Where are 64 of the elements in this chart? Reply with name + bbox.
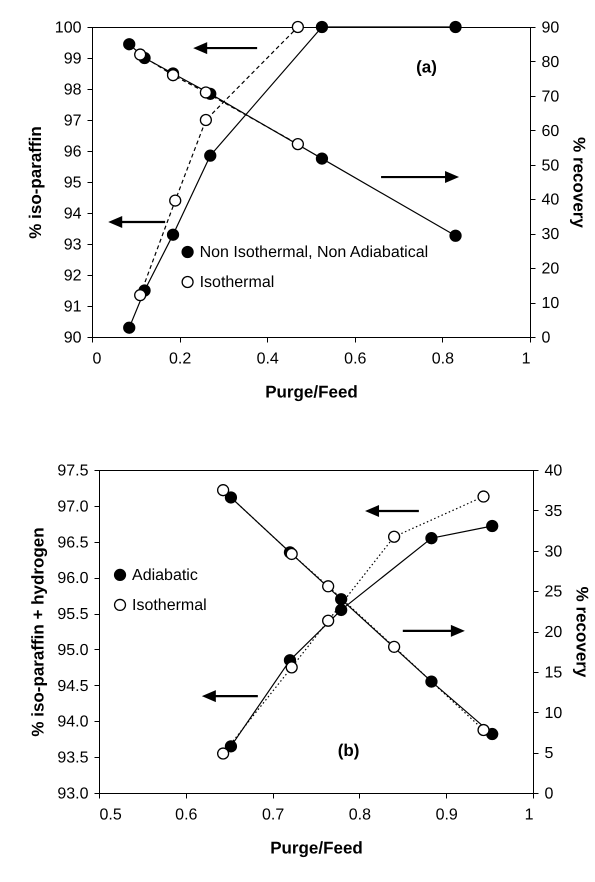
x-axis-title: Purge/Feed <box>270 838 363 858</box>
x-tick-label: 0 <box>92 350 102 368</box>
y2-tick-label: 80 <box>542 54 560 71</box>
x-tick-label: 0.6 <box>344 350 367 368</box>
x-tick-label: 0.6 <box>175 806 198 824</box>
y2-tick-label: 50 <box>542 157 560 174</box>
y2-tick-label: 5 <box>544 745 554 762</box>
y-tick-label: 96.5 <box>57 534 89 552</box>
y-tick-label: 99 <box>64 50 82 68</box>
y-tick-label: 98 <box>64 82 82 98</box>
x-tick-label: 0.8 <box>432 350 454 368</box>
y2-tick-label: 15 <box>544 664 562 682</box>
x-tick-label: 1 <box>522 350 531 368</box>
y-tick-label: 95.0 <box>57 642 89 659</box>
y-tick-label: 96 <box>64 144 82 160</box>
y2-tick-label: 40 <box>544 462 562 480</box>
y-tick-label: 100 <box>54 20 82 36</box>
y2-tick-label: 35 <box>544 502 562 520</box>
legend-label: Non Isothermal, Non Adiabatical <box>200 244 428 261</box>
x-tick-label: 0.5 <box>100 806 122 824</box>
y-tick-label: 90 <box>64 330 82 346</box>
y2-tick-label: 30 <box>544 543 562 560</box>
annotation: (b) <box>338 741 360 760</box>
y2-tick-label: 10 <box>542 295 560 312</box>
y-tick-label: 93.0 <box>57 786 89 802</box>
x-tick-label: 1 <box>524 806 534 824</box>
y-tick-label: 95.5 <box>57 606 89 624</box>
legend-label: Isothermal <box>200 274 274 291</box>
y2-tick-label: 20 <box>544 624 562 641</box>
legend-label: Adiabatic <box>132 566 198 584</box>
y2-tick-label: 30 <box>542 226 560 244</box>
x-tick-label: 0.2 <box>168 350 192 368</box>
y-tick-label: 93 <box>64 236 82 254</box>
x-tick-label: 0.8 <box>348 806 372 824</box>
y2-tick-label: 25 <box>544 584 562 601</box>
y2-tick-label: 60 <box>542 122 560 140</box>
y-tick-label: 96.0 <box>57 570 89 588</box>
y-axis-title: % iso-paraffin <box>26 126 45 239</box>
y2-tick-label: 40 <box>542 192 560 209</box>
y-tick-label: 95 <box>64 174 82 192</box>
y2-tick-label: 90 <box>542 20 560 36</box>
x-tick-label: 0.9 <box>436 806 458 824</box>
y-tick-label: 93.5 <box>57 750 89 767</box>
legend-label: Isothermal <box>132 596 207 614</box>
y-tick-label: 92 <box>64 268 82 284</box>
x-tick-label: 0.4 <box>256 350 279 368</box>
y2-tick-label: 0 <box>544 786 554 802</box>
y-tick-label: 97.0 <box>57 498 89 516</box>
annotation: (a) <box>416 57 437 76</box>
y-tick-label: 91 <box>64 298 82 316</box>
y2-axis-title: % recovery <box>572 586 592 678</box>
y2-tick-label: 70 <box>542 88 560 106</box>
y-tick-label: 97 <box>64 112 82 130</box>
y2-tick-label: 20 <box>542 260 560 278</box>
y2-axis-title: % recovery <box>569 137 588 228</box>
y2-tick-label: 0 <box>542 330 550 346</box>
y-tick-label: 94.0 <box>57 714 89 731</box>
y-tick-label: 97.5 <box>57 462 89 480</box>
y-axis-title: % iso-paraffin + hydrogen <box>28 527 48 737</box>
x-tick-label: 0.7 <box>262 806 284 824</box>
x-axis-title: Purge/Feed <box>265 382 358 402</box>
y2-tick-label: 10 <box>544 704 562 722</box>
y-tick-label: 94.5 <box>57 678 89 695</box>
y-tick-label: 94 <box>64 206 82 222</box>
